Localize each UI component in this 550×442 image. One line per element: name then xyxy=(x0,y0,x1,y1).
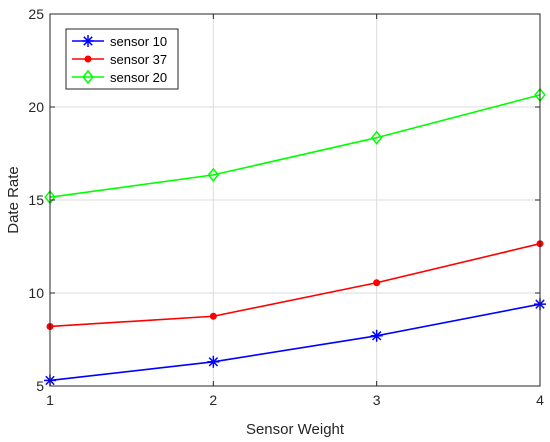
tick-labels: 1 2 3 4 5 10 15 20 25 xyxy=(28,6,544,408)
legend-marker xyxy=(82,35,94,47)
y-tick-label: 20 xyxy=(28,99,44,115)
data-point xyxy=(370,329,383,342)
data-point xyxy=(209,312,217,320)
x-tick-label: 3 xyxy=(373,392,381,408)
series-line-2 xyxy=(49,94,541,199)
legend-marker xyxy=(82,69,94,85)
y-tick-label: 25 xyxy=(28,6,44,22)
data-point xyxy=(373,279,381,287)
series-layer xyxy=(44,87,546,387)
legend-label: sensor 20 xyxy=(110,70,167,85)
series-line-1 xyxy=(49,242,541,328)
y-tick-label: 15 xyxy=(28,192,44,208)
series-line-0 xyxy=(49,303,541,382)
y-tick-label: 10 xyxy=(28,285,44,301)
legend: sensor 10 sensor 37 sensor 20 xyxy=(65,28,179,90)
legend-label: sensor 37 xyxy=(110,52,167,67)
x-tick-label: 1 xyxy=(46,392,54,408)
data-point xyxy=(370,130,383,145)
legend-label: sensor 10 xyxy=(110,34,167,49)
axis-ticks xyxy=(49,13,541,387)
data-point xyxy=(207,167,220,183)
x-tick-label: 2 xyxy=(209,392,217,408)
x-tick-label: 4 xyxy=(536,392,544,408)
x-axis-label: Sensor Weight xyxy=(246,421,345,438)
data-point xyxy=(207,355,220,368)
y-tick-label: 5 xyxy=(36,378,44,394)
legend-marker xyxy=(84,55,92,63)
y-axis-label: Date Rate xyxy=(5,166,22,234)
